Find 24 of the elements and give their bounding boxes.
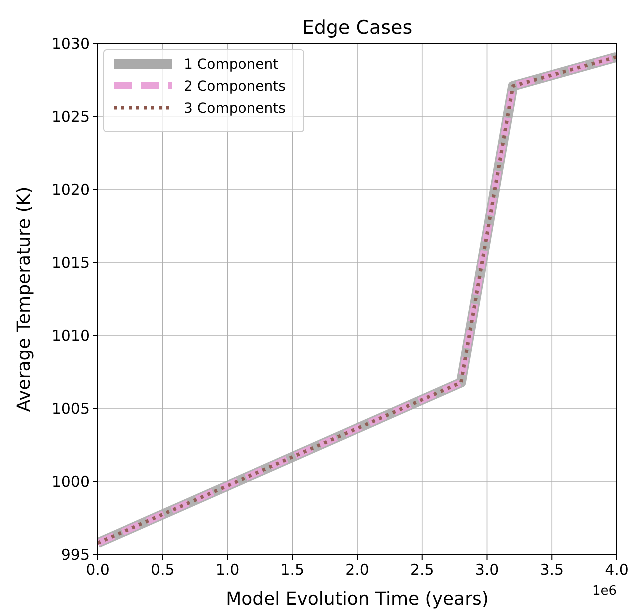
legend-label: 3 Components: [184, 101, 286, 117]
y-tick-label: 1025: [52, 108, 90, 126]
y-axis-title: Average Temperature (K): [14, 186, 35, 412]
x-tick-label: 3.0: [475, 561, 500, 579]
x-tick-label: 0.0: [86, 561, 110, 579]
x-tick-label: 0.5: [150, 561, 175, 579]
y-tick-label: 1005: [52, 400, 90, 418]
y-tick-label: 1010: [52, 327, 90, 345]
legend-label: 1 Component: [184, 57, 280, 73]
x-tick-label: 3.5: [540, 561, 564, 579]
x-axis-title: Model Evolution Time (years): [226, 589, 489, 610]
x-tick-label: 2.0: [346, 561, 370, 579]
text: 1e6: [592, 584, 617, 599]
legend-label: 2 Components: [184, 79, 286, 95]
chart-title: Edge Cases: [302, 17, 413, 39]
x-tick-label: 1.5: [280, 561, 305, 579]
y-tick-label: 1015: [52, 254, 90, 272]
y-tick-label: 995: [61, 546, 90, 564]
y-tick-label: 1020: [52, 181, 90, 199]
x-tick-label: 1.0: [216, 561, 240, 579]
x-tick-label: 4.0: [605, 561, 629, 579]
y-tick-label: 1030: [52, 35, 90, 53]
y-tick-label: 1000: [52, 473, 90, 491]
x-tick-label: 2.5: [410, 561, 434, 579]
